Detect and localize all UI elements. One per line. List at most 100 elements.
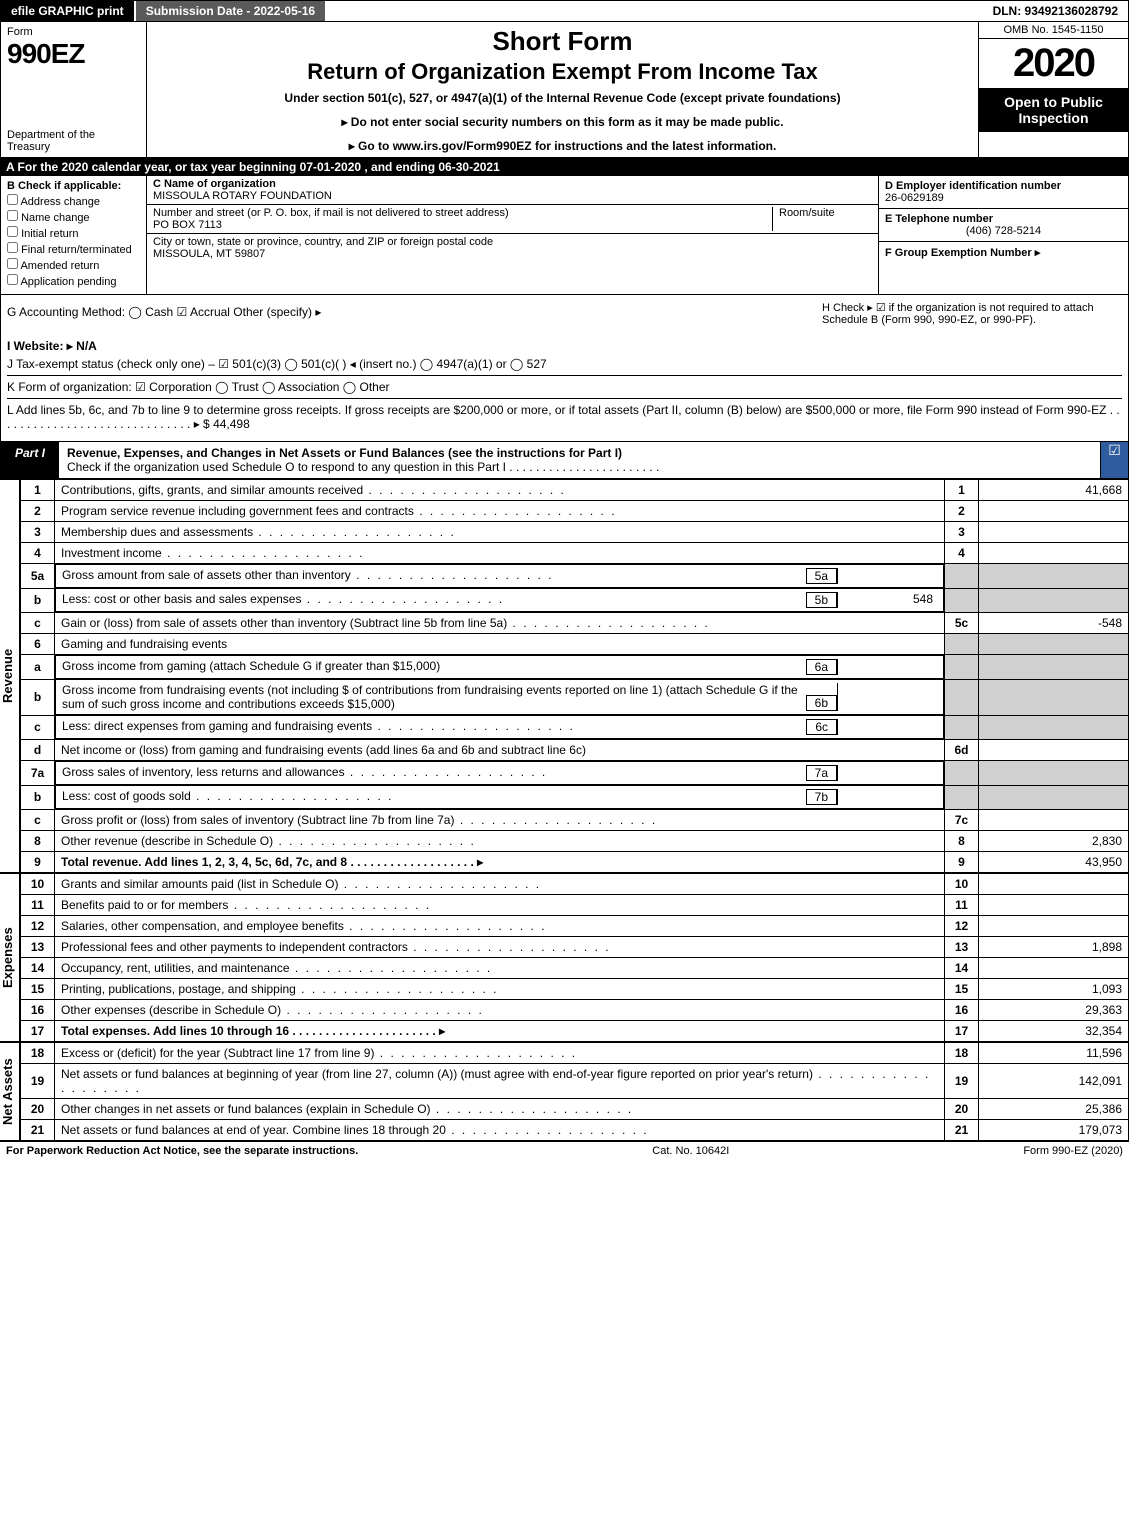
table-row: 17Total expenses. Add lines 10 through 1… xyxy=(21,1021,1129,1042)
city-value: MISSOULA, MT 59807 xyxy=(153,248,265,260)
table-row: 2Program service revenue including gover… xyxy=(21,501,1129,522)
net-assets-side-label: Net Assets xyxy=(0,1042,20,1141)
period-line-a: A For the 2020 calendar year, or tax yea… xyxy=(0,158,1129,176)
check-amended-return[interactable]: Amended return xyxy=(7,258,140,272)
city-label: City or town, state or province, country… xyxy=(153,236,493,248)
header-center: Short Form Return of Organization Exempt… xyxy=(147,22,978,157)
net-assets-section: Net Assets 18Excess or (deficit) for the… xyxy=(0,1042,1129,1141)
room-suite-label: Room/suite xyxy=(772,207,872,231)
line-k: K Form of organization: ☑ Corporation ◯ … xyxy=(7,375,1122,394)
phone-label: E Telephone number xyxy=(885,213,993,225)
phone-value: (406) 728-5214 xyxy=(885,225,1122,237)
table-row: 9Total revenue. Add lines 1, 2, 3, 4, 5c… xyxy=(21,852,1129,873)
dln-label: DLN: 93492136028792 xyxy=(983,1,1128,21)
box-d: D Employer identification number 26-0629… xyxy=(879,176,1128,209)
top-spacer xyxy=(327,1,982,21)
line-l: L Add lines 5b, 6c, and 7b to line 9 to … xyxy=(7,398,1122,431)
table-row: 4Investment income4 xyxy=(21,543,1129,564)
table-row: 21Net assets or fund balances at end of … xyxy=(21,1120,1129,1141)
revenue-table: 1Contributions, gifts, grants, and simil… xyxy=(20,479,1129,873)
omb-number: OMB No. 1545-1150 xyxy=(979,22,1128,39)
catalog-number: Cat. No. 10642I xyxy=(652,1145,729,1157)
check-name-change[interactable]: Name change xyxy=(7,210,140,224)
org-name: MISSOULA ROTARY FOUNDATION xyxy=(153,190,332,202)
expenses-table: 10Grants and similar amounts paid (list … xyxy=(20,873,1129,1042)
table-row: cGross profit or (loss) from sales of in… xyxy=(21,810,1129,831)
goto-link[interactable]: ▸ Go to www.irs.gov/Form990EZ for instru… xyxy=(155,139,970,153)
ssn-warning: ▸ Do not enter social security numbers o… xyxy=(155,115,970,129)
table-row: 6Gaming and fundraising events xyxy=(21,634,1129,655)
table-row: dNet income or (loss) from gaming and fu… xyxy=(21,740,1129,761)
table-row: 20Other changes in net assets or fund ba… xyxy=(21,1099,1129,1120)
table-row: bLess: cost or other basis and sales exp… xyxy=(21,588,1129,613)
check-application-pending[interactable]: Application pending xyxy=(7,274,140,288)
part1-schedule-o-check[interactable]: ☑ xyxy=(1100,442,1128,478)
part1-header: Part I Revenue, Expenses, and Changes in… xyxy=(0,442,1129,479)
return-title: Return of Organization Exempt From Incom… xyxy=(155,59,970,85)
table-row: 18Excess or (deficit) for the year (Subt… xyxy=(21,1043,1129,1064)
section-ghijkl: H Check ▸ ☑ if the organization is not r… xyxy=(0,295,1129,442)
table-row: 13Professional fees and other payments t… xyxy=(21,937,1129,958)
form-number: 990EZ xyxy=(7,38,140,70)
table-row: bGross income from fundraising events (n… xyxy=(21,679,1129,715)
expenses-side-label: Expenses xyxy=(0,873,20,1042)
line-i: I Website: ▸ N/A xyxy=(7,339,1122,353)
table-row: bLess: cost of goods sold7b xyxy=(21,785,1129,810)
short-form-title: Short Form xyxy=(155,26,970,57)
check-address-change[interactable]: Address change xyxy=(7,194,140,208)
street-cell: Number and street (or P. O. box, if mail… xyxy=(147,205,878,234)
street-value: PO BOX 7113 xyxy=(153,219,222,231)
table-row: 3Membership dues and assessments3 xyxy=(21,522,1129,543)
table-row: cGain or (loss) from sale of assets othe… xyxy=(21,613,1129,634)
table-row: 12Salaries, other compensation, and empl… xyxy=(21,916,1129,937)
subtitle: Under section 501(c), 527, or 4947(a)(1)… xyxy=(155,91,970,105)
city-cell: City or town, state or province, country… xyxy=(147,234,878,262)
box-def: D Employer identification number 26-0629… xyxy=(878,176,1128,294)
part1-title: Revenue, Expenses, and Changes in Net As… xyxy=(59,442,1100,478)
open-public-inspection: Open to Public Inspection xyxy=(979,88,1128,132)
ein-label: D Employer identification number xyxy=(885,180,1061,192)
table-row: 5aGross amount from sale of assets other… xyxy=(21,564,1129,589)
table-row: 1Contributions, gifts, grants, and simil… xyxy=(21,480,1129,501)
department-label: Department of the Treasury xyxy=(7,129,140,153)
line-h: H Check ▸ ☑ if the organization is not r… xyxy=(822,301,1122,326)
tax-year: 2020 xyxy=(979,39,1128,88)
info-block: B Check if applicable: Address change Na… xyxy=(0,176,1129,295)
org-name-cell: C Name of organization MISSOULA ROTARY F… xyxy=(147,176,878,205)
box-f: F Group Exemption Number ▸ xyxy=(879,242,1128,263)
check-initial-return[interactable]: Initial return xyxy=(7,226,140,240)
form-label: Form xyxy=(7,26,140,38)
box-c-label: C Name of organization xyxy=(153,178,276,190)
header-right: OMB No. 1545-1150 2020 Open to Public In… xyxy=(978,22,1128,157)
form-reference: Form 990-EZ (2020) xyxy=(1023,1145,1123,1157)
form-header: Form 990EZ Department of the Treasury Sh… xyxy=(0,22,1129,158)
efile-print-button[interactable]: efile GRAPHIC print xyxy=(1,1,136,21)
table-row: 11Benefits paid to or for members11 xyxy=(21,895,1129,916)
table-row: 8Other revenue (describe in Schedule O)8… xyxy=(21,831,1129,852)
table-row: 10Grants and similar amounts paid (list … xyxy=(21,874,1129,895)
line-j: J Tax-exempt status (check only one) – ☑… xyxy=(7,357,1122,371)
revenue-section: Revenue 1Contributions, gifts, grants, a… xyxy=(0,479,1129,873)
table-row: aGross income from gaming (attach Schedu… xyxy=(21,655,1129,680)
header-left: Form 990EZ Department of the Treasury xyxy=(1,22,147,157)
group-exemption-label: F Group Exemption Number ▸ xyxy=(885,247,1040,259)
submission-date-button[interactable]: Submission Date - 2022-05-16 xyxy=(136,1,327,21)
table-row: 19Net assets or fund balances at beginni… xyxy=(21,1064,1129,1099)
check-final-return[interactable]: Final return/terminated xyxy=(7,242,140,256)
street-label: Number and street (or P. O. box, if mail… xyxy=(153,207,509,219)
revenue-side-label: Revenue xyxy=(0,479,20,873)
table-row: cLess: direct expenses from gaming and f… xyxy=(21,715,1129,740)
box-b: B Check if applicable: Address change Na… xyxy=(1,176,147,294)
expenses-section: Expenses 10Grants and similar amounts pa… xyxy=(0,873,1129,1042)
box-e: E Telephone number (406) 728-5214 xyxy=(879,209,1128,242)
top-bar: efile GRAPHIC print Submission Date - 20… xyxy=(0,0,1129,22)
box-c: C Name of organization MISSOULA ROTARY F… xyxy=(147,176,878,294)
table-row: 14Occupancy, rent, utilities, and mainte… xyxy=(21,958,1129,979)
part1-tab: Part I xyxy=(1,442,59,478)
paperwork-notice: For Paperwork Reduction Act Notice, see … xyxy=(6,1145,358,1157)
box-b-title: B Check if applicable: xyxy=(7,180,140,192)
table-row: 15Printing, publications, postage, and s… xyxy=(21,979,1129,1000)
table-row: 16Other expenses (describe in Schedule O… xyxy=(21,1000,1129,1021)
table-row: 7aGross sales of inventory, less returns… xyxy=(21,761,1129,786)
net-assets-table: 18Excess or (deficit) for the year (Subt… xyxy=(20,1042,1129,1141)
